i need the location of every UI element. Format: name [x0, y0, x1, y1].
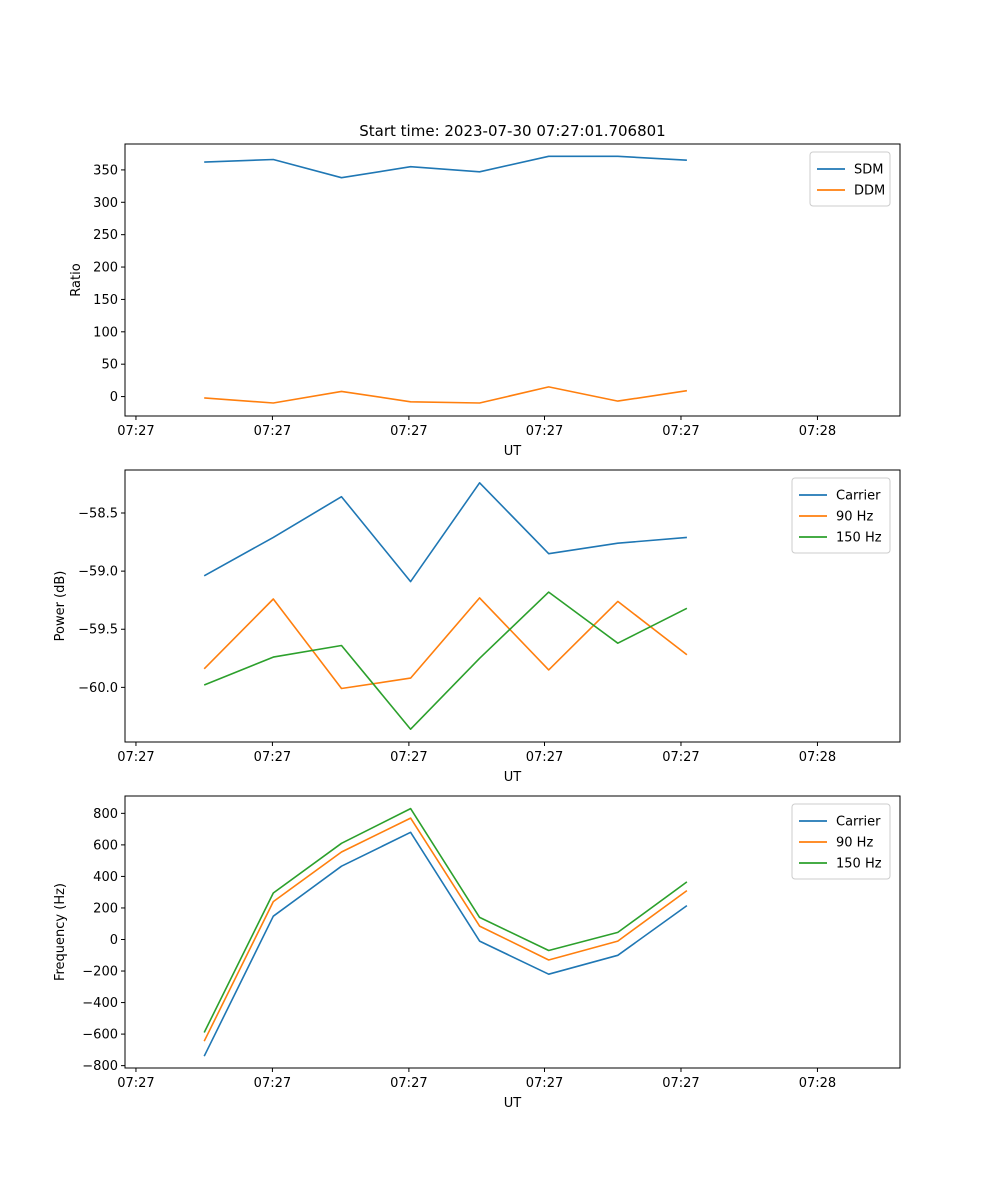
frequency-ytick-label: −200	[82, 965, 118, 980]
power-series-90-hz	[203, 597, 688, 690]
power-legend-label: Carrier	[836, 489, 881, 504]
frequency-xtick-label: 07:27	[117, 1076, 154, 1091]
ratio-ylabel: Ratio	[69, 263, 84, 296]
frequency-ytick-label: 400	[93, 870, 118, 885]
frequency-legend-label: 150 Hz	[836, 857, 882, 872]
frequency-xlabel: UT	[504, 1096, 522, 1111]
power-ytick-label: −59.0	[78, 565, 118, 580]
frequency-ytick-label: −400	[82, 996, 118, 1011]
ratio-series-ddm	[204, 386, 688, 404]
power-series-150-hz	[203, 591, 688, 731]
frequency-series-carrier	[203, 831, 688, 1057]
frequency-legend-box	[791, 803, 891, 880]
frequency-panel: −800 −600 −400 −200 0 200 400 600 800 07:27 07:27 0…	[53, 795, 901, 1111]
ratio-xtick-label: 07:27	[117, 424, 154, 439]
frequency-xtick-label: 07:27	[662, 1076, 699, 1091]
frequency-axes-frame	[124, 795, 901, 1069]
power-ytick-label: −59.5	[78, 623, 118, 638]
ratio-legend-label: SDM	[854, 163, 883, 178]
frequency-ytick-label: 0	[110, 933, 118, 948]
ratio-panel: 0 50 100 150 200 250 300 350 07:27 07:27 07:27 07:2…	[69, 143, 901, 459]
figure-title: Start time: 2023-07-30 07:27:01.706801	[359, 122, 665, 140]
power-ytick-label: −60.0	[78, 681, 118, 696]
ratio-ytick-label: 100	[93, 325, 118, 340]
power-xtick-label: 07:27	[526, 750, 563, 765]
ratio-xlabel: UT	[504, 444, 522, 459]
ratio-xtick-label: 07:27	[662, 424, 699, 439]
power-xlabel: UT	[504, 770, 522, 785]
ratio-ytick-label: 150	[93, 293, 118, 308]
ratio-ytick-label: 250	[93, 228, 118, 243]
frequency-ytick-label: −800	[82, 1059, 118, 1074]
frequency-ylabel: Frequency (Hz)	[53, 883, 68, 981]
ratio-ytick-label: 300	[93, 196, 118, 211]
frequency-xtick-label: 07:27	[526, 1076, 563, 1091]
frequency-ytick-label: 200	[93, 901, 118, 916]
power-xtick-label: 07:28	[799, 750, 836, 765]
frequency-legend-label: Carrier	[836, 815, 881, 830]
ratio-ytick-label: 0	[110, 390, 118, 405]
power-series-carrier	[203, 481, 687, 583]
frequency-ytick-label: 800	[93, 807, 118, 822]
frequency-ytick-label: 600	[93, 838, 118, 853]
ratio-ytick-label: 200	[93, 261, 118, 276]
ratio-xtick-label: 07:27	[390, 424, 427, 439]
power-legend-label: 150 Hz	[836, 531, 882, 546]
frequency-legend: Carrier 90 Hz 150 Hz	[791, 803, 891, 880]
frequency-xtick-label: 07:27	[254, 1076, 291, 1091]
ratio-series-sdm	[204, 155, 687, 179]
ratio-xtick-label: 07:27	[254, 424, 291, 439]
power-axes-frame	[124, 469, 901, 743]
ratio-xtick-label: 07:27	[526, 424, 563, 439]
frequency-series-150-hz	[203, 807, 688, 1033]
power-legend: Carrier 90 Hz 150 Hz	[791, 477, 891, 554]
power-legend-box	[791, 477, 891, 554]
ratio-ytick-label: 350	[93, 163, 118, 178]
frequency-series-90-hz	[203, 817, 688, 1042]
ratio-legend: SDM DDM	[809, 151, 891, 207]
ratio-ytick-label: 50	[101, 358, 118, 373]
power-panel: −60.0 −59.5 −59.0 −58.5 07:27 07:27 07:27 07:27…	[53, 469, 901, 785]
ratio-axes-frame	[124, 143, 901, 417]
frequency-xtick-label: 07:27	[390, 1076, 427, 1091]
power-xtick-label: 07:27	[117, 750, 154, 765]
ratio-legend-box	[809, 151, 891, 207]
power-xtick-label: 07:27	[662, 750, 699, 765]
power-legend-label: 90 Hz	[836, 510, 873, 525]
power-ytick-label: −58.5	[78, 507, 118, 522]
power-xtick-label: 07:27	[254, 750, 291, 765]
ratio-xtick-label: 07:28	[799, 424, 836, 439]
frequency-xtick-label: 07:28	[799, 1076, 836, 1091]
frequency-legend-label: 90 Hz	[836, 836, 873, 851]
power-ylabel: Power (dB)	[53, 571, 68, 642]
frequency-ytick-label: −600	[82, 1028, 118, 1043]
power-xtick-label: 07:27	[390, 750, 427, 765]
ratio-legend-label: DDM	[854, 184, 885, 199]
